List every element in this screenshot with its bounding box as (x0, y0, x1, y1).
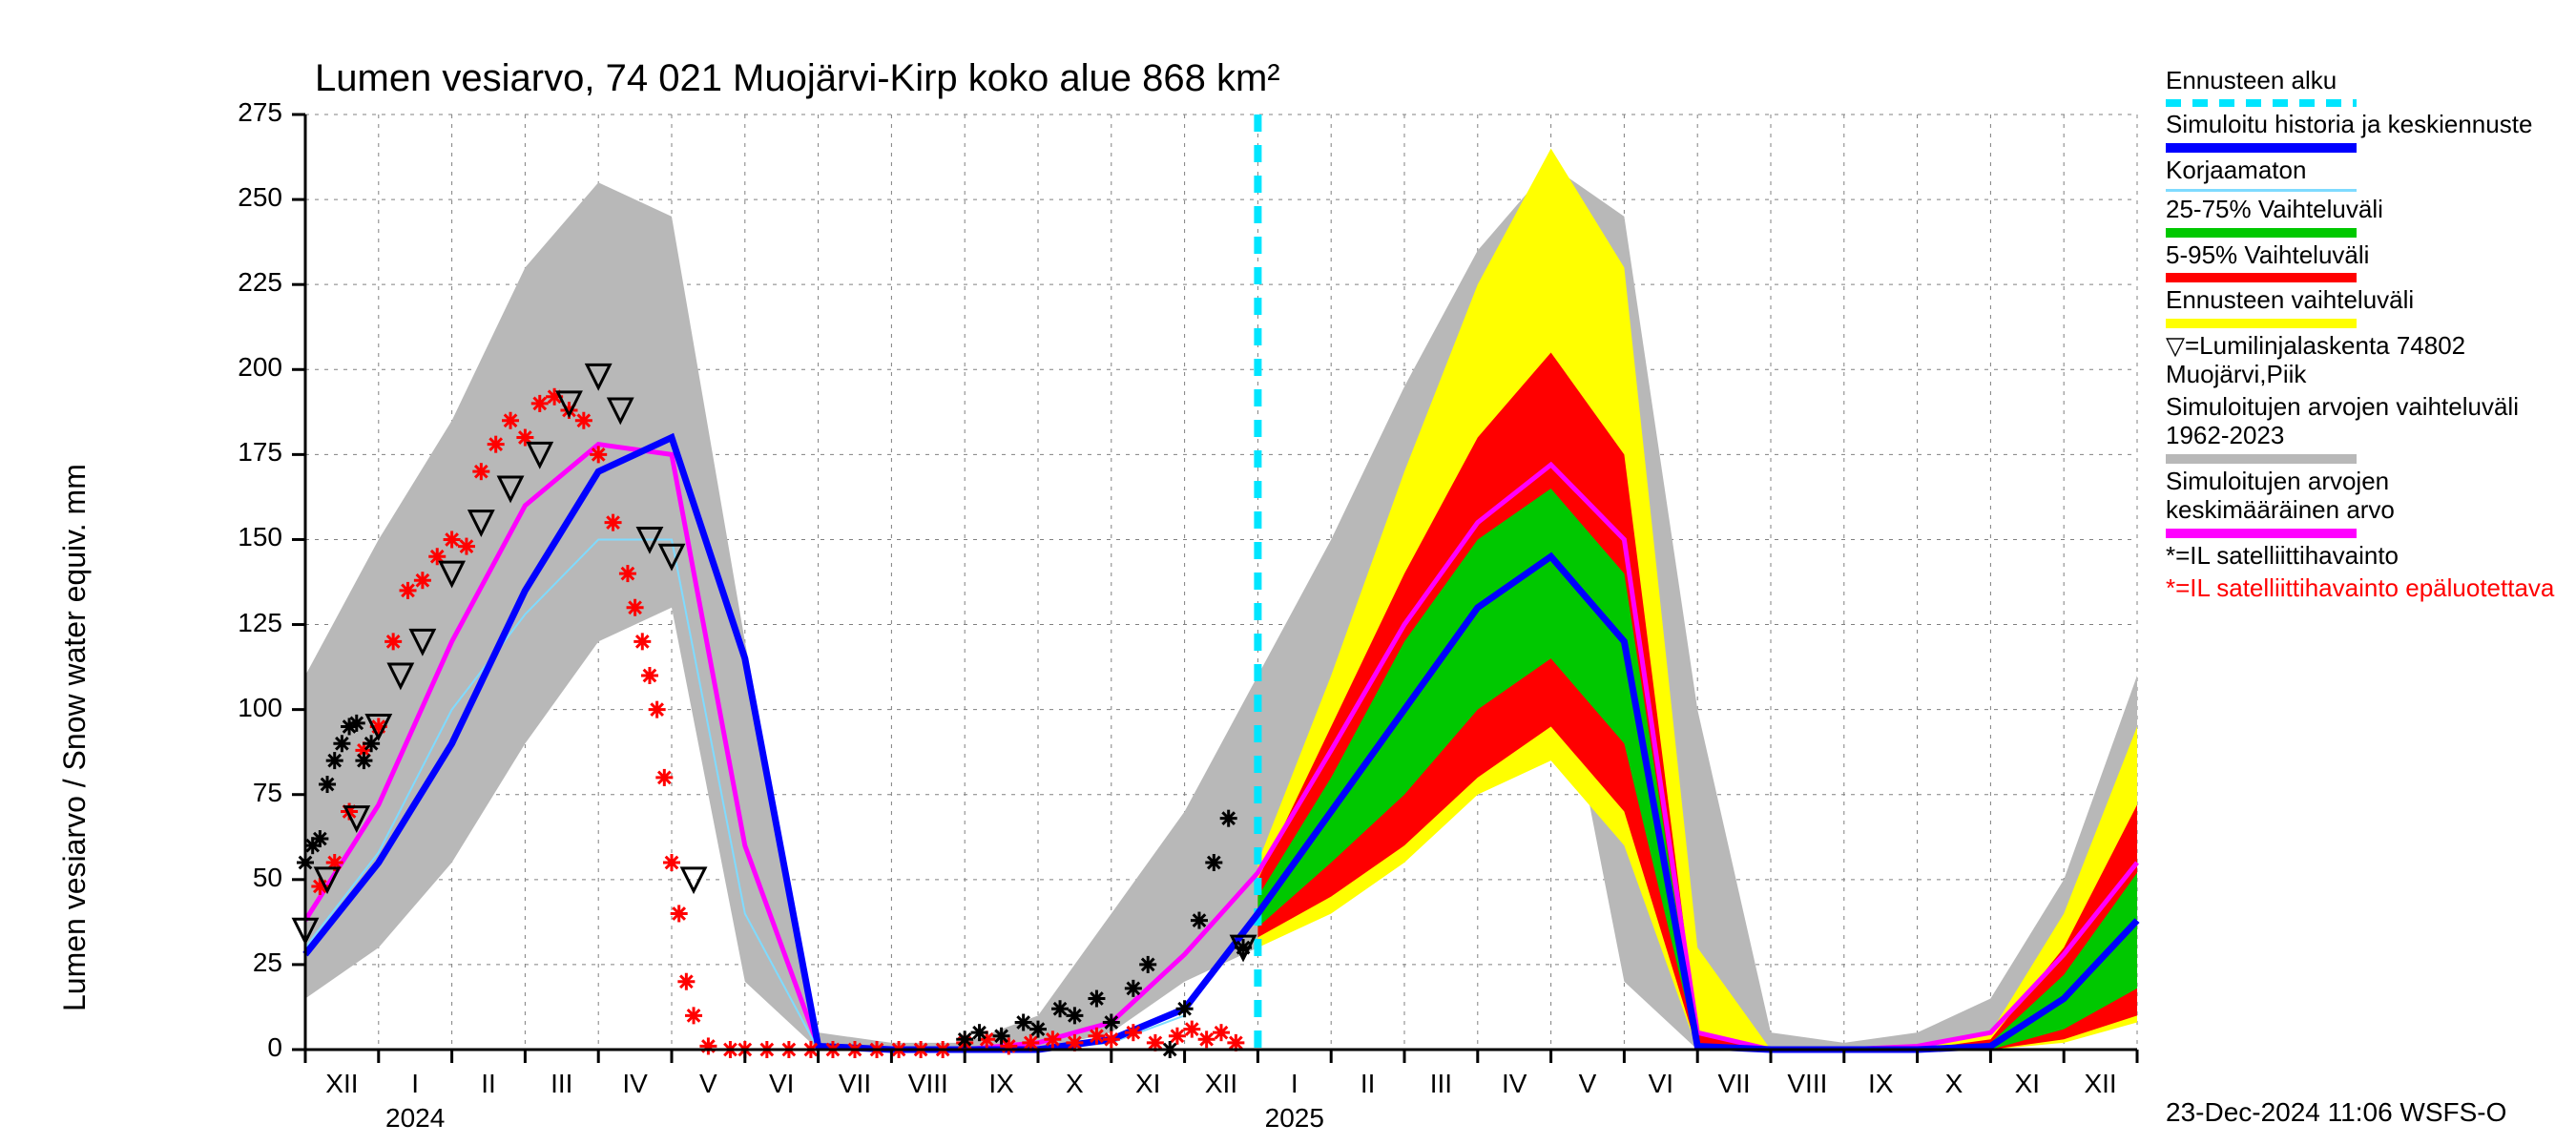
legend-item: Korjaamaton (2166, 156, 2566, 192)
x-tick-month: II (1340, 1069, 1397, 1099)
legend-item: Ennusteen alku (2166, 67, 2566, 107)
legend-item: Ennusteen vaihteluväli (2166, 286, 2566, 328)
legend-label: ▽=Lumilinjalaskenta 74802 Muojärvi,Piik (2166, 332, 2566, 389)
x-tick-month: V (1559, 1069, 1616, 1099)
x-tick-month: IV (607, 1069, 664, 1099)
y-tick: 225 (168, 267, 282, 298)
x-tick-month: IX (973, 1069, 1030, 1099)
y-tick: 25 (168, 947, 282, 978)
x-tick-month: VII (826, 1069, 883, 1099)
x-tick-month: X (1925, 1069, 1983, 1099)
x-tick-month: VII (1706, 1069, 1763, 1099)
x-tick-month: III (1412, 1069, 1469, 1099)
x-tick-month: VI (1632, 1069, 1690, 1099)
legend-item: Simuloitujen arvojen vaihteluväli 1962-2… (2166, 393, 2566, 464)
x-tick-month: VIII (1778, 1069, 1836, 1099)
legend-label: *=IL satelliittihavainto (2166, 542, 2566, 571)
legend-swatch (2166, 228, 2357, 238)
legend-item: 5-95% Vaihteluväli (2166, 241, 2566, 283)
x-tick-month: IX (1852, 1069, 1909, 1099)
legend-swatch (2166, 189, 2357, 192)
x-tick-month: XII (1193, 1069, 1250, 1099)
x-tick-month: VI (753, 1069, 810, 1099)
x-tick-month: XI (1119, 1069, 1176, 1099)
x-tick-year: 2024 (367, 1103, 463, 1134)
legend-swatch (2166, 143, 2357, 153)
legend-item: *=IL satelliittihavainto epäluotettava (2166, 574, 2566, 603)
y-tick: 50 (168, 863, 282, 893)
y-tick: 0 (168, 1032, 282, 1063)
legend-swatch (2166, 99, 2357, 107)
y-tick: 75 (168, 778, 282, 808)
x-tick-year: 2025 (1247, 1103, 1342, 1134)
legend-label: Simuloitujen arvojen keskimääräinen arvo (2166, 468, 2566, 525)
x-tick-month: VIII (900, 1069, 957, 1099)
x-tick-month: I (386, 1069, 444, 1099)
legend-label: *=IL satelliittihavainto epäluotettava (2166, 574, 2566, 603)
y-tick: 250 (168, 182, 282, 213)
x-tick-month: V (679, 1069, 737, 1099)
chart-container: Lumen vesiarvo / Snow water equiv. mm Lu… (0, 0, 2576, 1145)
legend-item: *=IL satelliittihavainto (2166, 542, 2566, 571)
legend-label: Ennusteen alku (2166, 67, 2566, 95)
y-tick: 150 (168, 522, 282, 552)
legend-item: 25-75% Vaihteluväli (2166, 196, 2566, 238)
legend-item: ▽=Lumilinjalaskenta 74802 Muojärvi,Piik (2166, 332, 2566, 389)
legend-label: Korjaamaton (2166, 156, 2566, 185)
x-tick-month: XI (1999, 1069, 2056, 1099)
y-tick: 200 (168, 352, 282, 383)
legend-swatch (2166, 529, 2357, 538)
legend-label: Ennusteen vaihteluväli (2166, 286, 2566, 315)
x-tick-month: II (460, 1069, 517, 1099)
legend: Ennusteen alku Simuloitu historia ja kesk… (2166, 67, 2566, 606)
x-tick-month: XII (313, 1069, 370, 1099)
y-tick: 100 (168, 693, 282, 723)
y-tick: 125 (168, 608, 282, 638)
legend-label: 25-75% Vaihteluväli (2166, 196, 2566, 224)
legend-swatch (2166, 319, 2357, 328)
x-tick-month: I (1266, 1069, 1323, 1099)
legend-label: Simuloitu historia ja keskiennuste (2166, 111, 2566, 139)
legend-swatch (2166, 454, 2357, 464)
x-tick-month: XII (2072, 1069, 2129, 1099)
x-tick-month: X (1046, 1069, 1103, 1099)
legend-swatch (2166, 273, 2357, 282)
y-tick: 275 (168, 97, 282, 128)
x-tick-month: IV (1485, 1069, 1543, 1099)
legend-label: Simuloitujen arvojen vaihteluväli 1962-2… (2166, 393, 2566, 450)
legend-label: 5-95% Vaihteluväli (2166, 241, 2566, 270)
legend-item: Simuloitu historia ja keskiennuste (2166, 111, 2566, 153)
legend-item: Simuloitujen arvojen keskimääräinen arvo (2166, 468, 2566, 538)
x-tick-month: III (533, 1069, 591, 1099)
footer-timestamp: 23-Dec-2024 11:06 WSFS-O (2166, 1097, 2506, 1128)
y-tick: 175 (168, 437, 282, 468)
